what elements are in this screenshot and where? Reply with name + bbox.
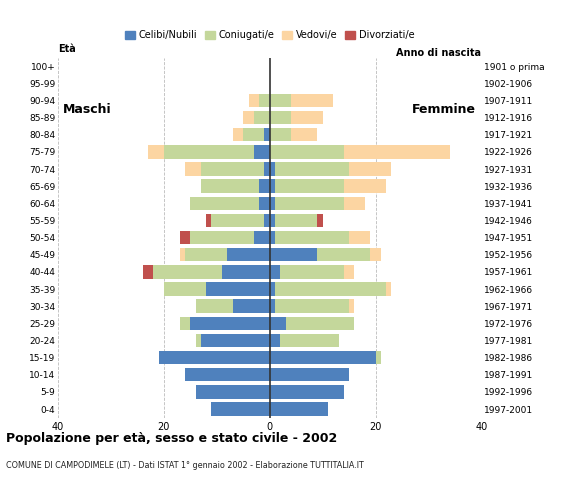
Bar [195, 334, 201, 347]
Bar [291, 111, 322, 124]
Bar [344, 197, 365, 210]
Bar [243, 128, 264, 142]
Bar [264, 162, 270, 176]
Bar [270, 145, 344, 158]
Bar [270, 385, 344, 398]
Bar [243, 111, 254, 124]
Bar [275, 197, 344, 210]
Bar [254, 231, 270, 244]
Bar [190, 317, 270, 330]
Bar [180, 317, 190, 330]
Bar [148, 145, 164, 158]
Text: Anno di nascita: Anno di nascita [396, 48, 481, 58]
Bar [233, 300, 270, 313]
Bar [275, 214, 317, 227]
Bar [212, 402, 270, 416]
Bar [248, 94, 259, 107]
Bar [270, 265, 280, 278]
Bar [270, 402, 328, 416]
Bar [201, 162, 264, 176]
Bar [264, 214, 270, 227]
Bar [349, 162, 392, 176]
Bar [206, 282, 270, 296]
Bar [195, 385, 270, 398]
Bar [259, 94, 270, 107]
Bar [164, 145, 254, 158]
Text: Femmine: Femmine [412, 103, 476, 116]
Bar [180, 231, 190, 244]
Legend: Celibi/Nubili, Coniugati/e, Vedovi/e, Divorziati/e: Celibi/Nubili, Coniugati/e, Vedovi/e, Di… [121, 26, 418, 44]
Bar [270, 111, 291, 124]
Bar [270, 351, 376, 364]
Bar [280, 265, 344, 278]
Bar [164, 282, 206, 296]
Text: Età: Età [58, 44, 76, 54]
Bar [190, 197, 259, 210]
Bar [270, 214, 275, 227]
Text: Maschi: Maschi [63, 103, 112, 116]
Bar [153, 265, 222, 278]
Bar [264, 128, 270, 142]
Bar [344, 265, 354, 278]
Bar [270, 282, 275, 296]
Bar [291, 94, 333, 107]
Bar [212, 214, 264, 227]
Bar [275, 300, 349, 313]
Bar [270, 197, 275, 210]
Bar [270, 180, 275, 193]
Bar [280, 334, 339, 347]
Bar [370, 248, 381, 262]
Bar [317, 248, 370, 262]
Bar [270, 368, 349, 382]
Bar [344, 145, 450, 158]
Bar [275, 282, 386, 296]
Bar [291, 128, 317, 142]
Bar [344, 180, 386, 193]
Bar [143, 265, 153, 278]
Bar [195, 300, 233, 313]
Bar [275, 231, 349, 244]
Bar [259, 180, 270, 193]
Bar [270, 128, 291, 142]
Bar [270, 300, 275, 313]
Bar [285, 317, 354, 330]
Bar [270, 231, 275, 244]
Bar [254, 145, 270, 158]
Bar [158, 351, 270, 364]
Bar [317, 214, 322, 227]
Bar [376, 351, 381, 364]
Bar [201, 334, 270, 347]
Bar [190, 231, 254, 244]
Bar [270, 317, 285, 330]
Bar [254, 111, 270, 124]
Bar [386, 282, 392, 296]
Bar [206, 214, 212, 227]
Bar [275, 180, 344, 193]
Text: Popolazione per età, sesso e stato civile - 2002: Popolazione per età, sesso e stato civil… [6, 432, 337, 445]
Bar [349, 231, 370, 244]
Bar [270, 162, 275, 176]
Bar [201, 180, 259, 193]
Bar [227, 248, 270, 262]
Bar [270, 94, 291, 107]
Bar [270, 248, 317, 262]
Text: COMUNE DI CAMPODIMELE (LT) - Dati ISTAT 1° gennaio 2002 - Elaborazione TUTTITALI: COMUNE DI CAMPODIMELE (LT) - Dati ISTAT … [6, 461, 364, 470]
Bar [185, 368, 270, 382]
Bar [259, 197, 270, 210]
Bar [185, 162, 201, 176]
Bar [275, 162, 349, 176]
Bar [270, 334, 280, 347]
Bar [222, 265, 270, 278]
Bar [180, 248, 185, 262]
Bar [349, 300, 354, 313]
Bar [185, 248, 227, 262]
Bar [233, 128, 243, 142]
